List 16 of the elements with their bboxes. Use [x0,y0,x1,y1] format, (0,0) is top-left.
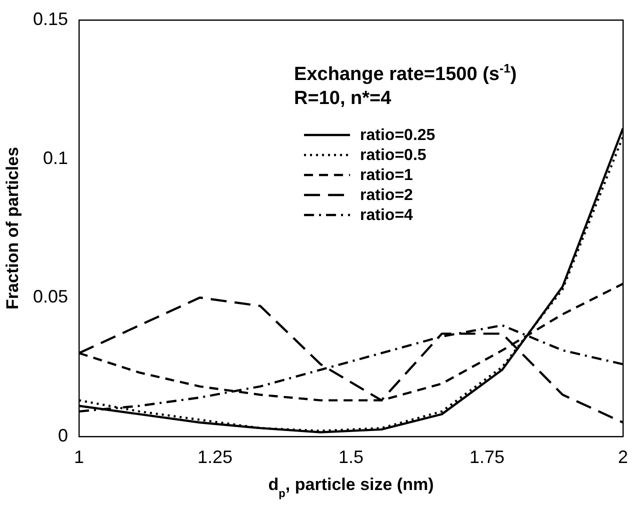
y-tick-label: 0 [58,425,68,446]
y-tick-label: 0.15 [32,8,68,29]
y-axis-title: Fraction of particles [3,146,22,310]
x-tick-label: 2 [618,447,628,468]
y-tick-label: 0.1 [43,148,68,168]
legend-label: ratio=0.5 [360,147,426,164]
legend-label: ratio=4 [360,207,414,224]
x-tick-label: 1.75 [469,447,505,468]
x-tick-label: 1.25 [198,447,233,468]
legend-label: ratio=0.25 [360,127,436,144]
y-tick-label: 0.05 [32,286,68,307]
annotation: R=10, n*=4 [294,88,392,109]
legend-label: ratio=1 [360,167,414,184]
legend-label: ratio=2 [360,187,414,204]
x-tick-label: 1 [74,447,84,468]
x-tick-label: 1.5 [338,447,364,468]
